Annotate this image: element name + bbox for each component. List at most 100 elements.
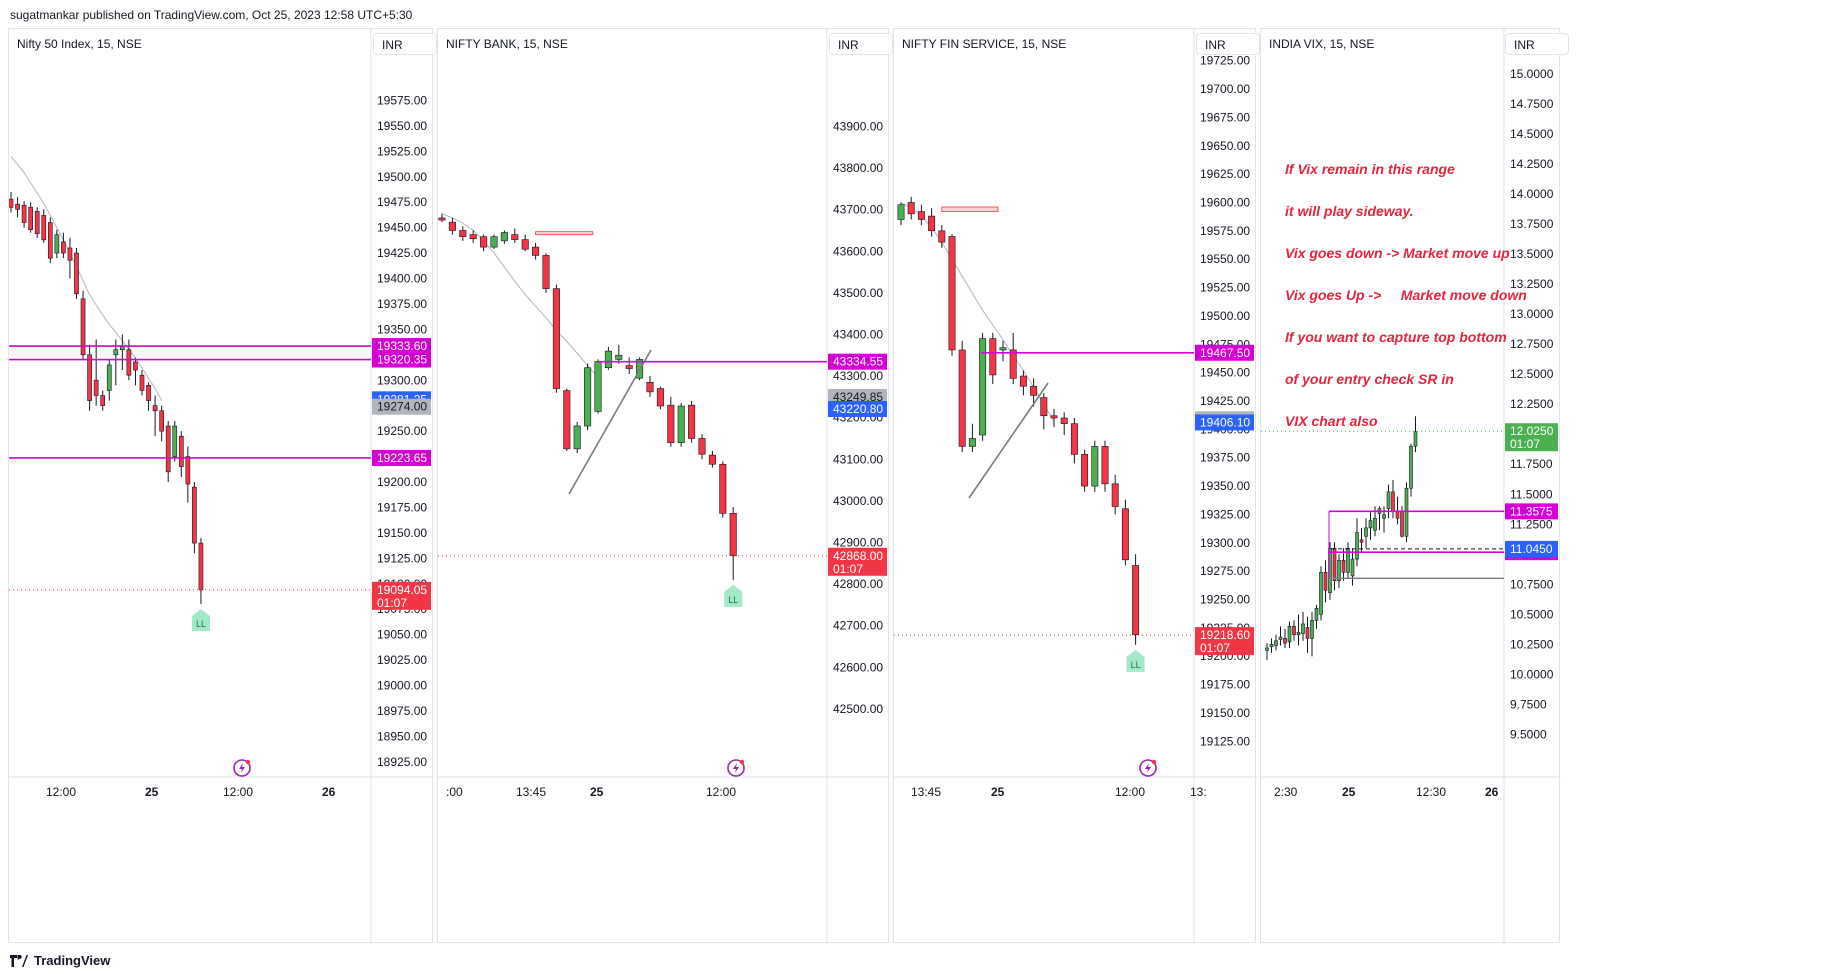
flash-icon-bolt — [239, 763, 245, 773]
footer-brand[interactable]: TradingView — [10, 953, 110, 968]
y-tick-label: 19575.00 — [377, 93, 427, 107]
y-tick-label: 19125.00 — [377, 551, 427, 565]
candle-body — [1019, 375, 1027, 387]
ll-marker — [191, 609, 210, 632]
x-tick-label: 12:30 — [1416, 785, 1446, 799]
candle-body — [185, 456, 191, 485]
price-tag-label: 19274.00 — [377, 400, 427, 414]
price-tag-label: 11.0450 — [1510, 542, 1553, 556]
currency-button[interactable]: INR — [373, 33, 437, 55]
currency-button[interactable]: INR — [829, 33, 893, 55]
candle-body — [594, 361, 602, 412]
y-tick-label: 19125.00 — [1200, 734, 1250, 748]
countdown-label: 01:07 — [833, 562, 863, 576]
chart-panel-nifty50[interactable]: 19575.00 19550.00 19525.00 19500.00 19475.00… — [8, 28, 437, 944]
candle-body — [1301, 623, 1305, 634]
chart-svg: 19725.0019700.0019675.0019650.0019625.00… — [894, 29, 1257, 944]
candle-body — [958, 349, 966, 447]
note-line: If you want to capture top bottom — [1285, 329, 1507, 345]
chart-panel-indiavix[interactable]: 15.0000 14.7500 14.5000 14.2500 14.0000 13.75… — [1260, 28, 1569, 944]
candle-body — [459, 230, 467, 237]
candle-body — [1040, 397, 1048, 417]
candle-body — [9, 198, 14, 208]
candle-body — [1395, 510, 1400, 519]
chart-svg: 43900.00 43800.00 43700.00 43600.00 43500.00… — [438, 29, 890, 944]
ll-label: LL — [196, 619, 206, 629]
y-tick-label: 19075.00 — [377, 602, 427, 616]
candle-body — [1346, 547, 1350, 573]
y-tick-label: 18950.00 — [377, 729, 427, 743]
y-tick-label: 43600.00 — [833, 244, 883, 258]
y-tick-label: 19600.00 — [1200, 195, 1250, 209]
y-tick-label: 19200.00 — [1200, 649, 1250, 663]
y-tick-label: 10.5000 — [1510, 607, 1554, 621]
y-tick-label: 19400.00 — [377, 272, 427, 286]
candle-body — [625, 365, 633, 369]
ll-label: LL — [728, 595, 738, 605]
candle-body — [1111, 483, 1119, 507]
candle-body — [1368, 520, 1373, 529]
countdown-label: 01:07 — [377, 596, 407, 610]
candle-body — [152, 405, 158, 412]
chart-title: NIFTY FIN SERVICE, 15, NSE — [902, 37, 1067, 51]
candle-body — [178, 435, 184, 468]
candle-body — [34, 211, 40, 235]
y-tick-label: 43100.00 — [833, 452, 883, 466]
currency-button[interactable]: INR — [1505, 33, 1569, 55]
y-tick-label: 18975.00 — [377, 704, 427, 718]
tradingview-logo-icon — [10, 954, 28, 967]
last-price-tag — [1195, 627, 1254, 656]
y-tick-label: 18925.00 — [377, 755, 427, 769]
x-tick-label: 12:00 — [1115, 785, 1145, 799]
x-tick-label: 26 — [1485, 785, 1499, 799]
last-price-tag — [372, 581, 431, 610]
y-tick-label: 19250.00 — [377, 424, 427, 438]
candle-body — [948, 236, 956, 351]
candle-body — [100, 395, 106, 406]
candle-body — [656, 388, 664, 407]
candle-body — [729, 513, 737, 557]
price-tag — [372, 398, 431, 415]
candle-body — [677, 405, 685, 443]
candle-body — [1060, 417, 1068, 424]
candle-body — [480, 236, 488, 248]
candle-body — [1382, 514, 1386, 519]
y-tick-label: 19000.00 — [377, 679, 427, 693]
price-tag-label: 19408.90 — [1200, 412, 1250, 426]
chart-panel-niftybank[interactable]: 43900.00 43800.00 43700.00 43600.00 43500.00… — [437, 28, 893, 944]
y-tick-label: 19150.00 — [377, 526, 427, 540]
last-price-label: 19218.60 — [1200, 628, 1250, 642]
x-tick-label: 13:45 — [911, 785, 941, 799]
candle-body — [573, 425, 581, 450]
candle-body — [500, 232, 508, 242]
y-tick-label: 19675.00 — [1200, 110, 1250, 124]
candle-body — [1404, 487, 1409, 537]
candle-body — [511, 234, 519, 240]
y-tick-label: 42800.00 — [833, 577, 883, 591]
currency-button[interactable]: INR — [1196, 33, 1260, 55]
y-tick-label: 19225.00 — [1200, 621, 1250, 635]
y-tick-label: 11.5000 — [1510, 487, 1553, 501]
price-tag — [372, 391, 431, 408]
y-tick-label: 19450.00 — [377, 221, 427, 235]
flash-icon — [1139, 759, 1157, 777]
candle-body — [1081, 454, 1089, 487]
candle-body — [1323, 571, 1328, 591]
candle-body — [1070, 423, 1078, 455]
sr-line-label: 19467.50 — [1200, 346, 1250, 360]
y-tick-label: 19550.00 — [1200, 252, 1250, 266]
chart-panel-niftyfin[interactable]: 19725.00 19700.00 19675.00 19650.00 19625.00… — [893, 28, 1260, 944]
candle-body — [688, 404, 696, 439]
candle-body — [448, 221, 456, 231]
candle-body — [87, 354, 92, 401]
y-tick-label: 43200.00 — [833, 411, 883, 425]
candle-body — [552, 288, 560, 389]
y-tick-label: 19550.00 — [377, 119, 427, 133]
candle-body — [979, 338, 987, 436]
y-tick-label: 19175.00 — [1200, 678, 1250, 692]
y-tick-label: 10.2500 — [1510, 637, 1554, 651]
sr-line-tag — [1195, 344, 1254, 361]
candle-body — [1400, 510, 1404, 537]
sr-line-label: 43334.55 — [833, 355, 883, 369]
y-tick-label: 19150.00 — [1200, 706, 1250, 720]
